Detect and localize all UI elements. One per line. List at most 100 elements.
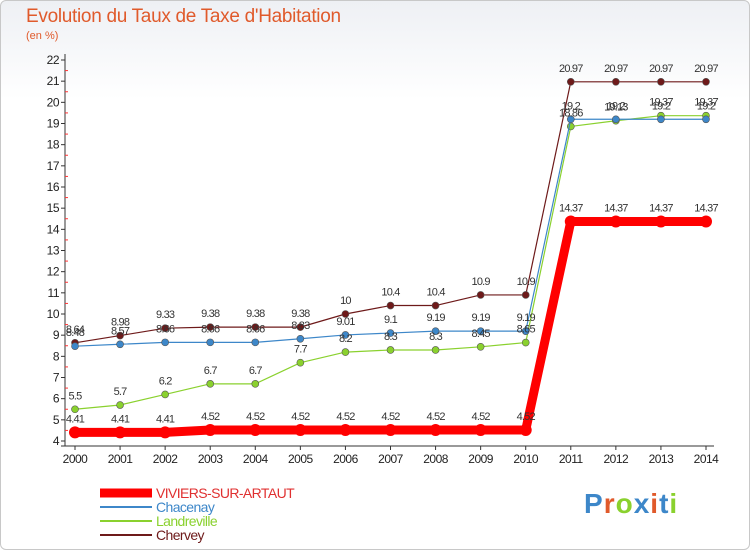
y-tick-label: 9 — [53, 328, 60, 342]
data-label: 5.7 — [114, 386, 128, 398]
data-label: 4.41 — [66, 413, 85, 425]
data-label: 8.66 — [156, 323, 175, 335]
data-label: 14.37 — [559, 203, 583, 215]
data-point — [251, 323, 260, 331]
data-point — [476, 291, 485, 299]
data-point — [386, 346, 395, 354]
data-label: 14.37 — [649, 203, 673, 215]
y-tick-label: 20 — [47, 95, 60, 109]
data-label: 4.52 — [291, 411, 310, 423]
data-point — [476, 343, 485, 351]
data-point — [386, 301, 395, 310]
data-label: 10 — [340, 295, 351, 307]
y-tick-label: 19 — [47, 117, 60, 131]
data-point — [339, 423, 352, 436]
data-point — [431, 346, 440, 354]
data-label: 20.97 — [604, 63, 628, 75]
data-label: 14.37 — [604, 203, 628, 215]
chart-title: Evolution du Taux de Taxe d'Habitation — [26, 6, 341, 27]
data-label: 9.01 — [336, 316, 355, 328]
data-point — [114, 426, 127, 439]
data-point — [474, 423, 487, 436]
data-point — [296, 323, 305, 331]
data-point — [564, 215, 577, 228]
data-point — [431, 301, 440, 310]
x-tick-label: 2010 — [513, 452, 539, 466]
data-point — [251, 338, 260, 347]
data-label: 8.83 — [291, 320, 310, 332]
data-label: 8.98 — [111, 317, 130, 329]
data-label: 4.52 — [426, 411, 445, 423]
legend-label: VIVIERS-SUR-ARTAUT — [156, 485, 295, 501]
legend-swatch — [100, 506, 152, 508]
x-tick-label: 2012 — [604, 452, 630, 466]
data-point — [521, 327, 530, 335]
legend-swatch — [100, 488, 152, 498]
data-point — [206, 323, 215, 331]
data-label: 9.1 — [384, 314, 398, 326]
data-point — [384, 423, 397, 436]
data-label: 4.52 — [517, 411, 536, 423]
data-label: 4.52 — [201, 411, 220, 423]
y-tick-label: 7 — [53, 371, 60, 385]
data-point — [206, 338, 215, 347]
x-tick-label: 2006 — [333, 452, 359, 466]
y-tick-label: 18 — [47, 138, 60, 152]
x-tick-label: 2000 — [63, 452, 89, 466]
data-label: 4.41 — [156, 413, 175, 425]
x-tick-label: 2005 — [288, 452, 314, 466]
data-point — [116, 340, 124, 349]
data-label: 19.37 — [649, 97, 673, 109]
data-point — [341, 310, 350, 318]
data-label: 19.2 — [562, 100, 581, 112]
data-point — [71, 342, 79, 350]
data-label: 10.4 — [426, 287, 445, 299]
data-label: 4.52 — [472, 411, 491, 423]
data-label: 4.41 — [111, 413, 130, 425]
legend-swatch — [100, 534, 152, 536]
legend-label: Landreville — [156, 513, 218, 529]
y-tick-label: 21 — [47, 74, 60, 88]
data-label: 10.9 — [472, 276, 491, 288]
data-point — [116, 401, 124, 409]
x-tick-label: 2008 — [423, 452, 449, 466]
y-tick-label: 22 — [47, 53, 60, 67]
data-point — [612, 78, 620, 86]
y-tick-label: 8 — [53, 349, 60, 363]
data-label: 8.65 — [517, 324, 536, 336]
logo-letter: r — [603, 488, 616, 519]
data-point — [161, 324, 169, 332]
data-label: 9.38 — [291, 308, 310, 320]
data-point — [654, 215, 667, 228]
x-tick-label: 2003 — [198, 452, 224, 466]
data-label: 19.2 — [697, 100, 716, 112]
data-label: 8.66 — [201, 323, 220, 335]
data-label: 6.2 — [159, 375, 173, 387]
data-label: 5.5 — [69, 390, 83, 402]
data-label: 8.48 — [66, 327, 85, 339]
data-point — [249, 423, 262, 436]
data-label: 9.19 — [517, 312, 536, 324]
data-point — [116, 331, 124, 340]
data-point — [476, 327, 485, 335]
data-point — [566, 78, 575, 86]
data-point — [159, 426, 172, 439]
data-label: 8.57 — [111, 325, 130, 337]
logo-letter: i — [669, 488, 679, 519]
data-label: 7.7 — [294, 344, 308, 356]
logo-letter: i — [650, 488, 660, 519]
y-tick-label: 10 — [47, 307, 60, 321]
data-label: 10.9 — [517, 276, 536, 288]
data-point — [296, 358, 305, 367]
data-label: 6.7 — [249, 365, 263, 377]
y-tick-label: 11 — [48, 286, 60, 300]
data-point — [521, 291, 530, 299]
data-point — [609, 215, 622, 228]
data-point — [702, 78, 710, 86]
data-point — [341, 348, 350, 356]
data-point — [431, 327, 440, 335]
data-label: 8.3 — [429, 331, 443, 343]
data-point — [612, 115, 620, 124]
data-point — [206, 380, 215, 388]
